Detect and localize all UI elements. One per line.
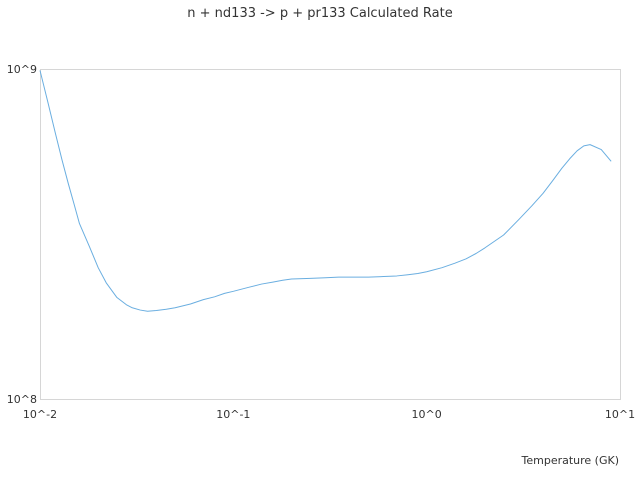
x-axis: 10^-2 10^-1 10^0 10^1 (23, 408, 635, 421)
y-tick-label: 10^8 (7, 393, 37, 406)
chart-title: n + nd133 -> p + pr133 Calculated Rate (187, 6, 452, 21)
x-tick-label: 10^1 (605, 408, 635, 421)
y-axis: 10^8 10^9 (7, 63, 37, 406)
y-tick-label: 10^9 (7, 63, 37, 76)
x-tick-label: 10^-2 (23, 408, 57, 421)
series-line (39, 70, 612, 312)
series-layer (39, 70, 612, 312)
plot-area (40, 69, 621, 400)
x-tick-label: 10^-1 (216, 408, 250, 421)
x-axis-label: Temperature (GK) (521, 454, 620, 467)
x-tick-label: 10^0 (412, 408, 442, 421)
